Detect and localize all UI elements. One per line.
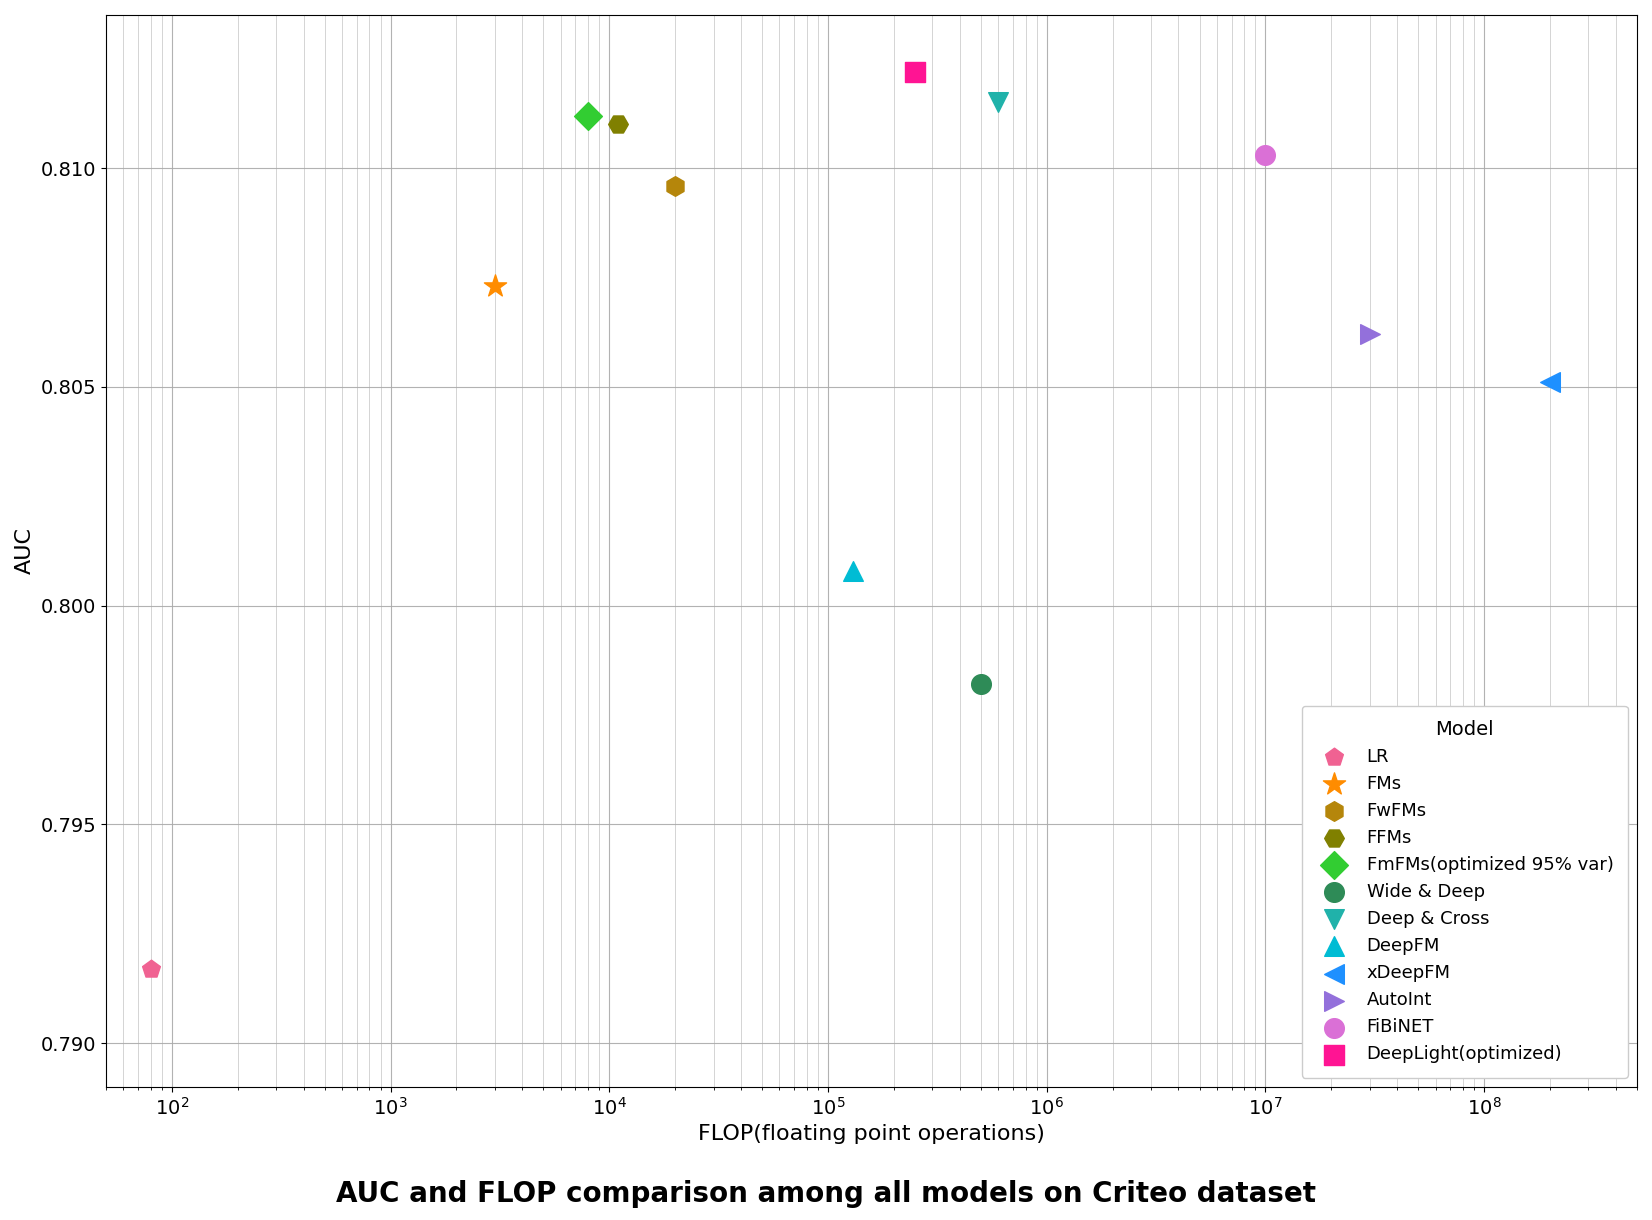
FMs — [482, 277, 509, 296]
X-axis label: FLOP(floating point operations): FLOP(floating point operations) — [699, 1124, 1046, 1144]
Legend: LR, FMs, FwFMs, FFMs, FmFMs(optimized 95% var), Wide & Deep, Deep & Cross, DeepF: LR, FMs, FwFMs, FFMs, FmFMs(optimized 95… — [1302, 705, 1627, 1077]
FFMs — [605, 115, 631, 134]
FmFMs(optimized 95% var) — [575, 106, 601, 126]
DeepLight(optimized) — [902, 62, 928, 82]
Text: AUC and FLOP comparison among all models on Criteo dataset: AUC and FLOP comparison among all models… — [335, 1180, 1317, 1208]
Y-axis label: AUC: AUC — [15, 527, 35, 575]
AutoInt — [1356, 325, 1383, 344]
FwFMs — [662, 176, 689, 195]
DeepFM — [839, 561, 866, 581]
LR — [137, 959, 164, 978]
xDeepFM — [1536, 373, 1563, 393]
Deep & Cross — [985, 93, 1011, 112]
FiBiNET — [1252, 145, 1279, 165]
Wide & Deep — [968, 675, 995, 694]
